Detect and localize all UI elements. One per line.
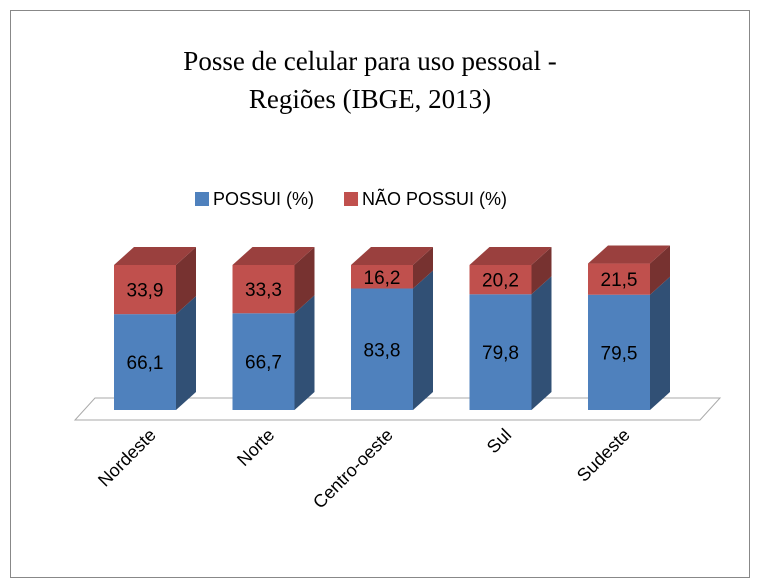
bar — [469, 294, 532, 410]
data-label: 66,1 — [127, 353, 164, 374]
bar-side — [531, 247, 552, 295]
bar-side — [650, 276, 670, 410]
data-label: 83,8 — [364, 340, 401, 361]
legend-swatch — [195, 192, 209, 206]
bar — [588, 294, 650, 410]
bar — [351, 265, 413, 289]
data-label: 66,7 — [245, 353, 282, 374]
legend-label: NÃO POSSUI (%) — [362, 188, 507, 209]
bar — [469, 265, 532, 295]
data-label: 79,5 — [601, 343, 638, 364]
chart-title: Regiões (IBGE, 2013) — [249, 84, 491, 114]
bar-side — [413, 270, 433, 410]
bar — [114, 265, 176, 315]
bar-top — [588, 245, 670, 264]
data-label: 21,5 — [601, 270, 638, 291]
bar-side — [176, 247, 196, 315]
bar-side — [176, 296, 196, 410]
bar — [351, 288, 413, 410]
bar-side — [294, 247, 315, 314]
bar-side — [294, 295, 315, 410]
data-label: 79,8 — [482, 343, 519, 364]
bar-top — [114, 247, 196, 265]
bar-top — [232, 247, 315, 265]
bar-top — [469, 247, 552, 265]
bar-side — [413, 247, 433, 289]
legend-swatch — [344, 192, 359, 206]
bar — [232, 313, 295, 410]
bar-side — [531, 276, 552, 410]
bar — [114, 314, 176, 410]
bar-side — [650, 245, 670, 295]
data-label: 16,2 — [364, 268, 401, 289]
bar — [232, 265, 295, 314]
data-label: 20,2 — [482, 271, 519, 292]
data-label: 33,9 — [127, 281, 164, 302]
data-label: 33,3 — [245, 280, 282, 301]
bar-top — [351, 247, 433, 265]
bar — [588, 263, 650, 295]
legend-label: POSSUI (%) — [213, 189, 314, 209]
chart-title: Posse de celular para uso pessoal - — [183, 46, 556, 76]
